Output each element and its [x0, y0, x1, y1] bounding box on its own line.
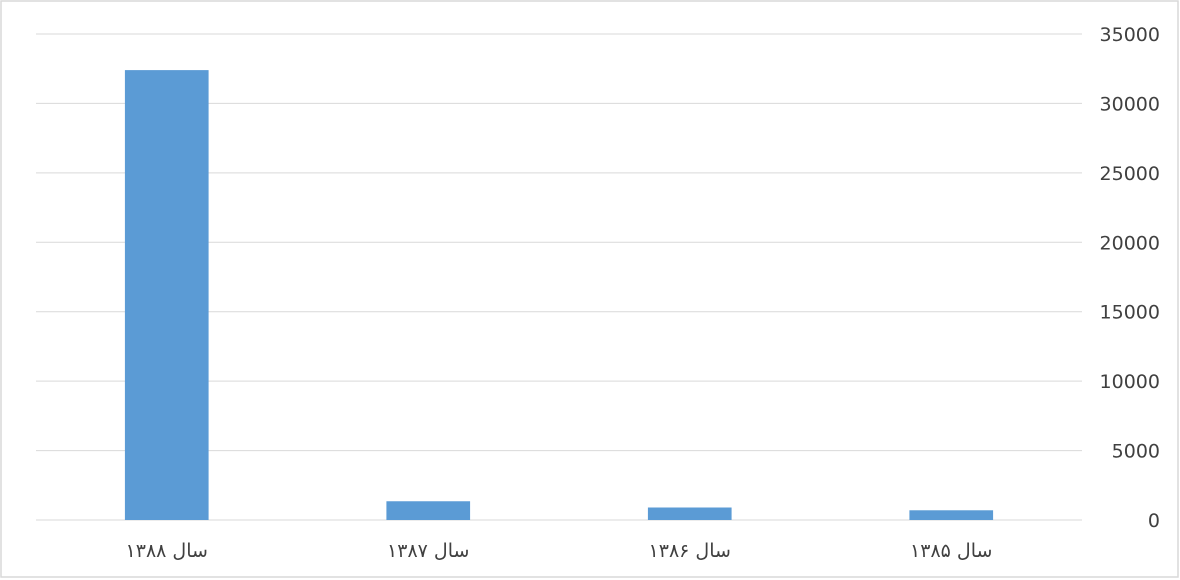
y-tick-label: 15000 [1100, 302, 1160, 324]
x-tick-label: سال ۱۳۸۶ [649, 540, 731, 562]
y-axis-tick-labels: 0 5000 10000 15000 20000 25000 30000 35000 [1100, 24, 1160, 532]
x-tick-label: سال ۱۳۸۷ [387, 540, 469, 562]
x-tick-label: سال ۱۳۸۵ [910, 540, 992, 562]
x-axis-tick-labels: سال ۱۳۸۸ سال ۱۳۸۷ سال ۱۳۸۶ سال ۱۳۸۵ [126, 540, 993, 562]
y-tick-label: 10000 [1100, 371, 1160, 393]
bar [125, 70, 209, 520]
bar [386, 501, 470, 520]
bar [909, 510, 993, 520]
y-tick-label: 5000 [1112, 441, 1160, 463]
bar [648, 508, 732, 520]
y-tick-label: 20000 [1100, 232, 1160, 254]
x-tick-label: سال ۱۳۸۸ [126, 540, 208, 562]
y-tick-label: 35000 [1100, 24, 1160, 46]
y-tick-label: 30000 [1100, 93, 1160, 115]
bars [125, 70, 993, 520]
y-tick-label: 0 [1148, 510, 1160, 532]
y-tick-label: 25000 [1100, 163, 1160, 185]
